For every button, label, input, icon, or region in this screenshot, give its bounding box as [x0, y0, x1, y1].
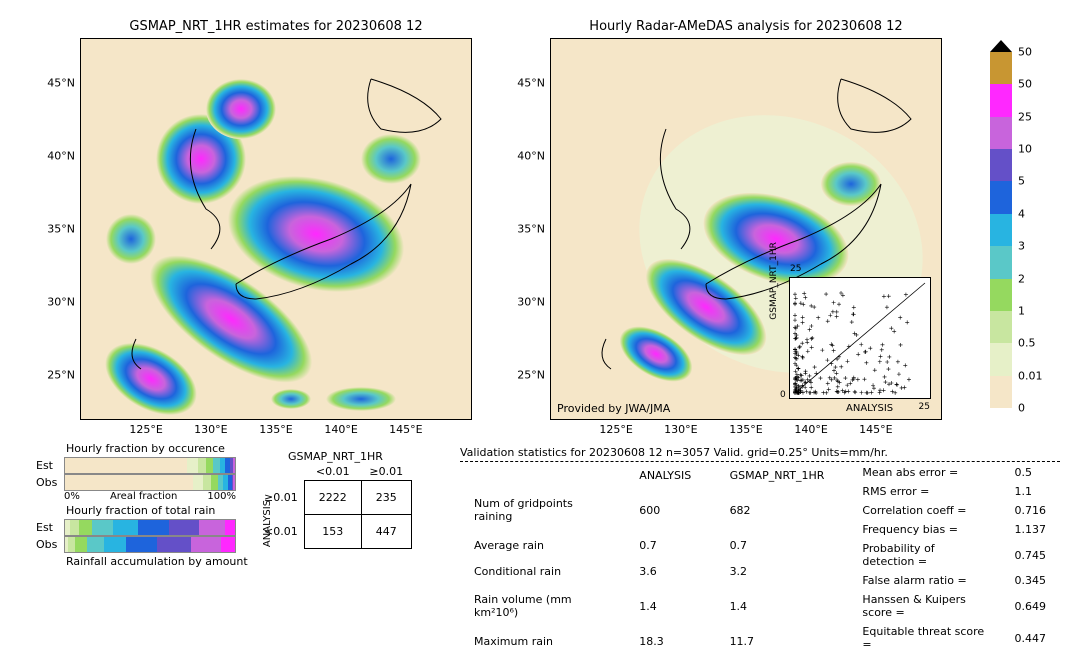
xtick: 140°E	[324, 419, 357, 436]
xtick: 125°E	[599, 419, 632, 436]
xtick: 145°E	[389, 419, 422, 436]
fraction-x1: 100%	[207, 491, 236, 502]
row-label-obs: Obs	[36, 476, 64, 489]
validation-block: Validation statistics for 20230608 12 n=…	[460, 446, 1060, 655]
xtick: 135°E	[259, 419, 292, 436]
xtick: 130°E	[194, 419, 227, 436]
left-map-panel: GSMAP_NRT_1HR estimates for 20230608 12 …	[80, 38, 472, 420]
contingency-block: GSMAP_NRT_1HR <0.01≥0.01 ≥0.01 2222 235 …	[258, 450, 383, 463]
ct-cell-10: 153	[304, 515, 361, 549]
validation-metrics-table: Mean abs error =0.5RMS error =1.1Correla…	[848, 462, 1060, 655]
row-label-est: Est	[36, 459, 64, 472]
ytick: 25°N	[47, 369, 81, 382]
scatter-inset: 25 0 25 ANALYSIS GSMAP_NRT_1HR	[789, 277, 931, 399]
xtick: 145°E	[859, 419, 892, 436]
colorbar: 00.010.51234510255050	[990, 40, 1012, 416]
scatter-xlabel: ANALYSIS	[846, 403, 893, 414]
fraction-x0: 0%	[64, 491, 80, 502]
fraction-xlabel: Areal fraction	[110, 491, 177, 502]
ytick: 30°N	[47, 295, 81, 308]
ytick: 40°N	[47, 150, 81, 163]
ytick: 45°N	[47, 76, 81, 89]
scatter-svg	[790, 278, 930, 398]
ct-col-title: GSMAP_NRT_1HR	[288, 450, 383, 463]
ytick: 25°N	[517, 369, 551, 382]
fraction-title-3: Rainfall accumulation by amount	[66, 555, 248, 568]
ytick: 30°N	[517, 295, 551, 308]
ct-cell-00: 2222	[304, 481, 361, 515]
contingency-table: <0.01≥0.01 ≥0.01 2222 235 <0.01 153 447	[258, 463, 412, 549]
ct-cell-11: 447	[361, 515, 411, 549]
ct-col-0: <0.01	[304, 463, 361, 481]
fraction-bar-rain-obs	[64, 536, 236, 553]
fraction-bar-rain-est	[64, 519, 236, 536]
fraction-title-2: Hourly fraction of total rain	[66, 504, 248, 517]
ct-row-title: ANALYSIS	[262, 500, 273, 547]
val-col-1: ANALYSIS	[627, 464, 715, 487]
xtick: 130°E	[664, 419, 697, 436]
row-label-est2: Est	[36, 521, 64, 534]
ct-cell-01: 235	[361, 481, 411, 515]
xtick: 140°E	[794, 419, 827, 436]
validation-title: Validation statistics for 20230608 12 n=…	[460, 446, 1060, 462]
left-map-title: GSMAP_NRT_1HR estimates for 20230608 12	[81, 19, 471, 34]
fraction-bar-occ-est	[64, 457, 236, 474]
fraction-section: Hourly fraction by occurence Est Obs 0% …	[36, 440, 248, 570]
left-precip-svg	[81, 39, 471, 419]
row-label-obs2: Obs	[36, 538, 64, 551]
ytick: 35°N	[47, 223, 81, 236]
right-map-title: Hourly Radar-AMeDAS analysis for 2023060…	[551, 19, 941, 34]
scatter-ylabel: GSMAP_NRT_1HR	[769, 242, 779, 320]
val-col-2: GSMAP_NRT_1HR	[718, 464, 837, 487]
ytick: 45°N	[517, 76, 551, 89]
ct-col-1: ≥0.01	[361, 463, 411, 481]
provided-by-label: Provided by JWA/JMA	[557, 402, 670, 415]
xtick: 135°E	[729, 419, 762, 436]
fraction-title-1: Hourly fraction by occurence	[66, 442, 248, 455]
ytick: 35°N	[517, 223, 551, 236]
xtick: 125°E	[129, 419, 162, 436]
validation-comparison-table: ANALYSIS GSMAP_NRT_1HR Num of gridpoints…	[460, 462, 838, 655]
fraction-bar-occ-obs	[64, 474, 236, 491]
right-map-panel: Hourly Radar-AMeDAS analysis for 2023060…	[550, 38, 942, 420]
ytick: 40°N	[517, 150, 551, 163]
